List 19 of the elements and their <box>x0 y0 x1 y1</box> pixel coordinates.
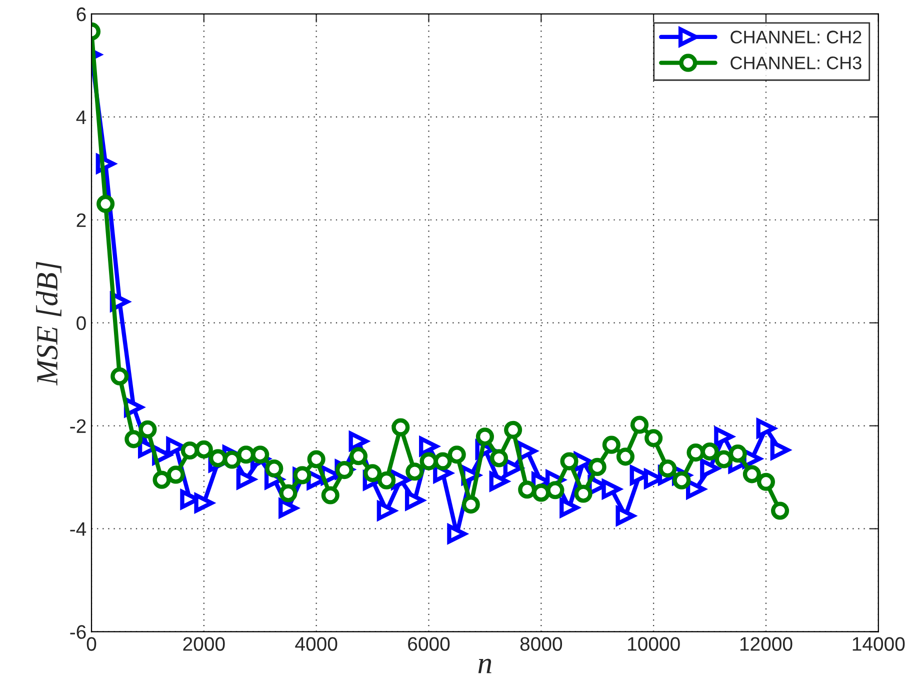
y-tick-label: 2 <box>76 213 86 227</box>
y-axis-title: MSE [dB] <box>36 262 62 386</box>
y-tick-label: -4 <box>70 522 86 536</box>
y-tick-label: -6 <box>70 625 86 639</box>
legend-label: CHANNEL: CH3 <box>730 56 862 70</box>
legend-label: CHANNEL: CH2 <box>730 30 862 44</box>
x-tick-label: 10000 <box>628 637 680 651</box>
x-tick-label: 0 <box>86 637 96 651</box>
x-axis-title: n <box>478 658 492 674</box>
x-tick-label: 4000 <box>295 637 338 651</box>
y-tick-label: 4 <box>76 110 86 124</box>
x-tick-label: 8000 <box>520 637 562 651</box>
x-tick-label: 2000 <box>183 637 225 651</box>
y-tick-label: 6 <box>76 7 86 22</box>
y-tick-label: -2 <box>70 419 86 433</box>
x-tick-label: 6000 <box>408 637 450 651</box>
x-tick-label: 14000 <box>852 637 905 651</box>
y-tick-label: 0 <box>76 316 86 330</box>
x-tick-label: 12000 <box>740 637 792 651</box>
